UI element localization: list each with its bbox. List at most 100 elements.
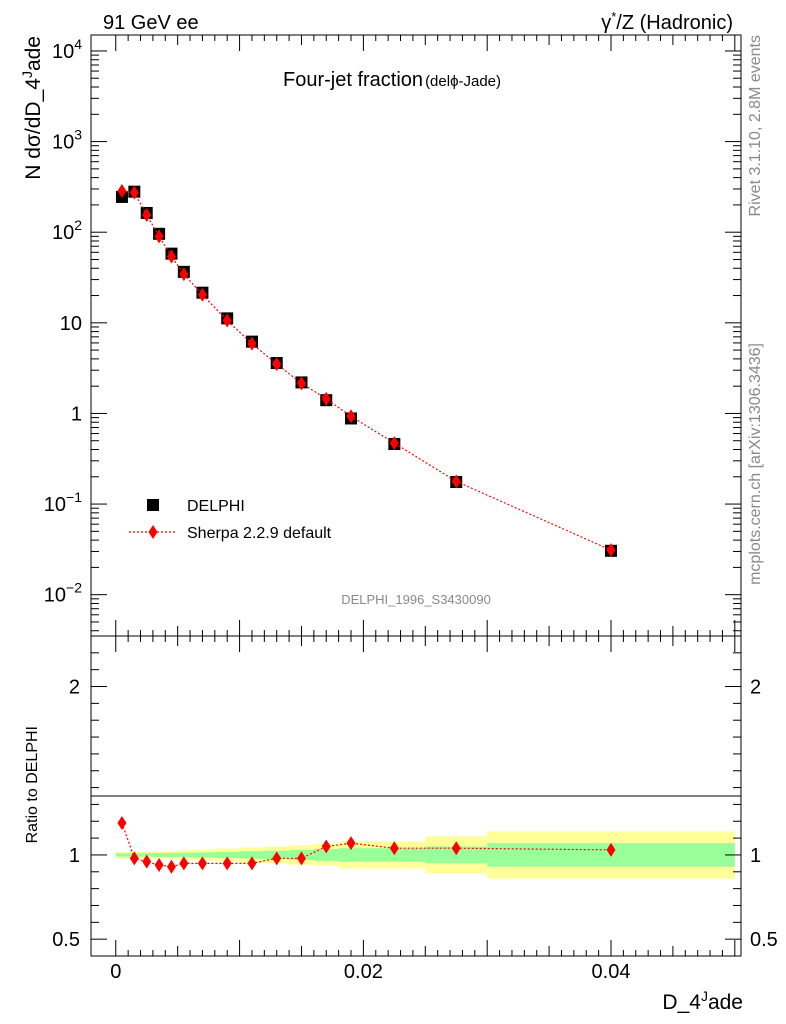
ratio-x-ticks: 0 0.02 0.04 <box>110 636 736 983</box>
ratio-point-sherpa <box>606 842 616 857</box>
data-point-sherpa <box>296 376 306 391</box>
header-right-sup: * <box>611 9 616 24</box>
ratio-band-inner <box>239 851 265 859</box>
ratio-band-inner <box>190 852 215 858</box>
main-y-tick-label: 10−2 <box>44 580 82 607</box>
legend-data-marker <box>147 499 159 511</box>
main-plot-frame <box>90 34 742 637</box>
legend-mc-marker <box>148 525 158 539</box>
main-y-tick-exp: −2 <box>66 580 82 596</box>
legend: DELPHI Sherpa 2.2.9 default <box>129 498 332 542</box>
ratio-y-tick-label: 2 <box>69 677 80 699</box>
main-y-tick-exp: 3 <box>74 127 82 143</box>
ratio-point-sherpa <box>179 856 189 871</box>
x-label-text: D_4 <box>662 991 701 1014</box>
ratio-y-tick-label: 1 <box>69 845 80 867</box>
main-y-label-sup: J <box>19 71 35 78</box>
ratio-panel: 0.5 0.5 1 1 2 2 0 0.02 0.04 <box>52 635 778 983</box>
ratio-point-sherpa <box>222 856 232 871</box>
main-y-label-suffix: ade <box>22 36 45 71</box>
mc-line-sherpa <box>121 190 612 551</box>
ratio-point-sherpa <box>154 858 164 873</box>
main-y-label-text: N dσ/dD_4 <box>22 78 45 180</box>
header-left: 91 GeV ee <box>103 12 199 34</box>
header-right-suffix: /Z (Hadronic) <box>616 12 733 34</box>
header-right-prefix: γ <box>601 12 611 34</box>
ratio-band-inner <box>165 852 178 857</box>
ratio-bands <box>115 831 735 879</box>
x-label-sup: J <box>701 988 708 1004</box>
main-y-tick-label: 1 <box>71 403 82 425</box>
data-point-sherpa <box>346 409 356 424</box>
data-point-sherpa <box>129 185 139 200</box>
ratio-point-sherpa <box>117 815 127 830</box>
main-y-tick-label: 103 <box>52 127 82 154</box>
main-y-tick-base: 10 <box>44 494 66 516</box>
main-title-text: Four-jet fraction <box>283 69 423 91</box>
data-point-sherpa <box>247 336 257 351</box>
main-y-tick-base: 10 <box>52 41 74 63</box>
rivet-label: Rivet 3.1.10, 2.8M events <box>747 35 764 216</box>
ratio-point-sherpa <box>296 851 306 866</box>
main-y-axis-label: N dσ/dD_4Jade <box>19 36 45 180</box>
ratio-y-tick-label-right: 2 <box>750 677 761 699</box>
main-y-tick-label: 104 <box>52 36 82 63</box>
main-y-tick-label: 10 <box>60 313 82 335</box>
ratio-band-inner <box>115 853 129 857</box>
data-point-sherpa <box>389 436 399 451</box>
ratio-series <box>117 815 616 874</box>
x-tick-label: 0.04 <box>592 961 631 983</box>
main-y-tick-exp: −1 <box>66 489 82 505</box>
ratio-y-ticks: 0.5 0.5 1 1 2 2 <box>52 652 778 951</box>
ratio-point-sherpa <box>272 851 282 866</box>
ratio-point-sherpa <box>389 841 399 856</box>
main-y-tick-base: 10 <box>52 222 74 244</box>
data-point-sherpa <box>606 543 616 558</box>
ratio-point-sherpa <box>247 856 257 871</box>
main-series <box>115 183 617 558</box>
ratio-line-sherpa <box>121 822 612 868</box>
legend-data-label: DELPHI <box>187 498 245 515</box>
ratio-y-axis-label: Ratio to DELPHI <box>24 726 41 843</box>
data-point-sherpa <box>272 357 282 372</box>
main-y-tick-label: 102 <box>52 217 82 244</box>
main-y-tick-base: 10 <box>52 132 74 154</box>
data-point-sherpa <box>142 207 152 222</box>
ratio-point-sherpa <box>321 839 331 854</box>
ratio-point-sherpa <box>197 856 207 871</box>
data-point-sherpa <box>166 249 176 264</box>
main-x-ticks <box>115 35 736 636</box>
ratio-y-tick-label-right: 0.5 <box>750 929 778 951</box>
header-right: γ*/Z (Hadronic) <box>601 9 733 34</box>
ratio-point-sherpa <box>129 851 139 866</box>
ratio-band-inner <box>313 849 339 861</box>
main-y-tick-base: 10 <box>44 585 66 607</box>
ratio-plot-frame <box>90 635 742 957</box>
ratio-y-tick-label: 0.5 <box>52 929 80 951</box>
legend-mc-label: Sherpa 2.2.9 default <box>187 525 332 542</box>
analysis-tag: DELPHI_1996_S3430090 <box>341 592 491 607</box>
data-point-sherpa <box>451 474 461 489</box>
data-point-sherpa <box>197 287 207 302</box>
ratio-point-sherpa <box>142 854 152 869</box>
x-tick-label: 0 <box>110 961 121 983</box>
data-point-sherpa <box>222 313 232 328</box>
main-y-tick-label: 10−1 <box>44 489 82 516</box>
ratio-band-inner <box>214 851 240 858</box>
mcplots-label: mcplots.cern.ch [arXiv:1306.3436] <box>747 343 764 585</box>
ratio-y-tick-label-right: 1 <box>750 845 761 867</box>
data-point-sherpa <box>321 391 331 406</box>
main-y-tick-exp: 2 <box>74 217 82 233</box>
x-tick-label: 0.02 <box>344 961 383 983</box>
ratio-point-sherpa <box>346 836 356 851</box>
data-point-sherpa <box>117 183 127 198</box>
ratio-band-inner <box>338 848 426 862</box>
main-y-tick-exp: 4 <box>74 36 82 52</box>
data-point-sherpa <box>179 267 189 282</box>
x-axis-label: D_4Jade <box>662 988 743 1014</box>
ratio-band-inner <box>152 852 166 857</box>
data-point-sherpa <box>154 229 164 244</box>
